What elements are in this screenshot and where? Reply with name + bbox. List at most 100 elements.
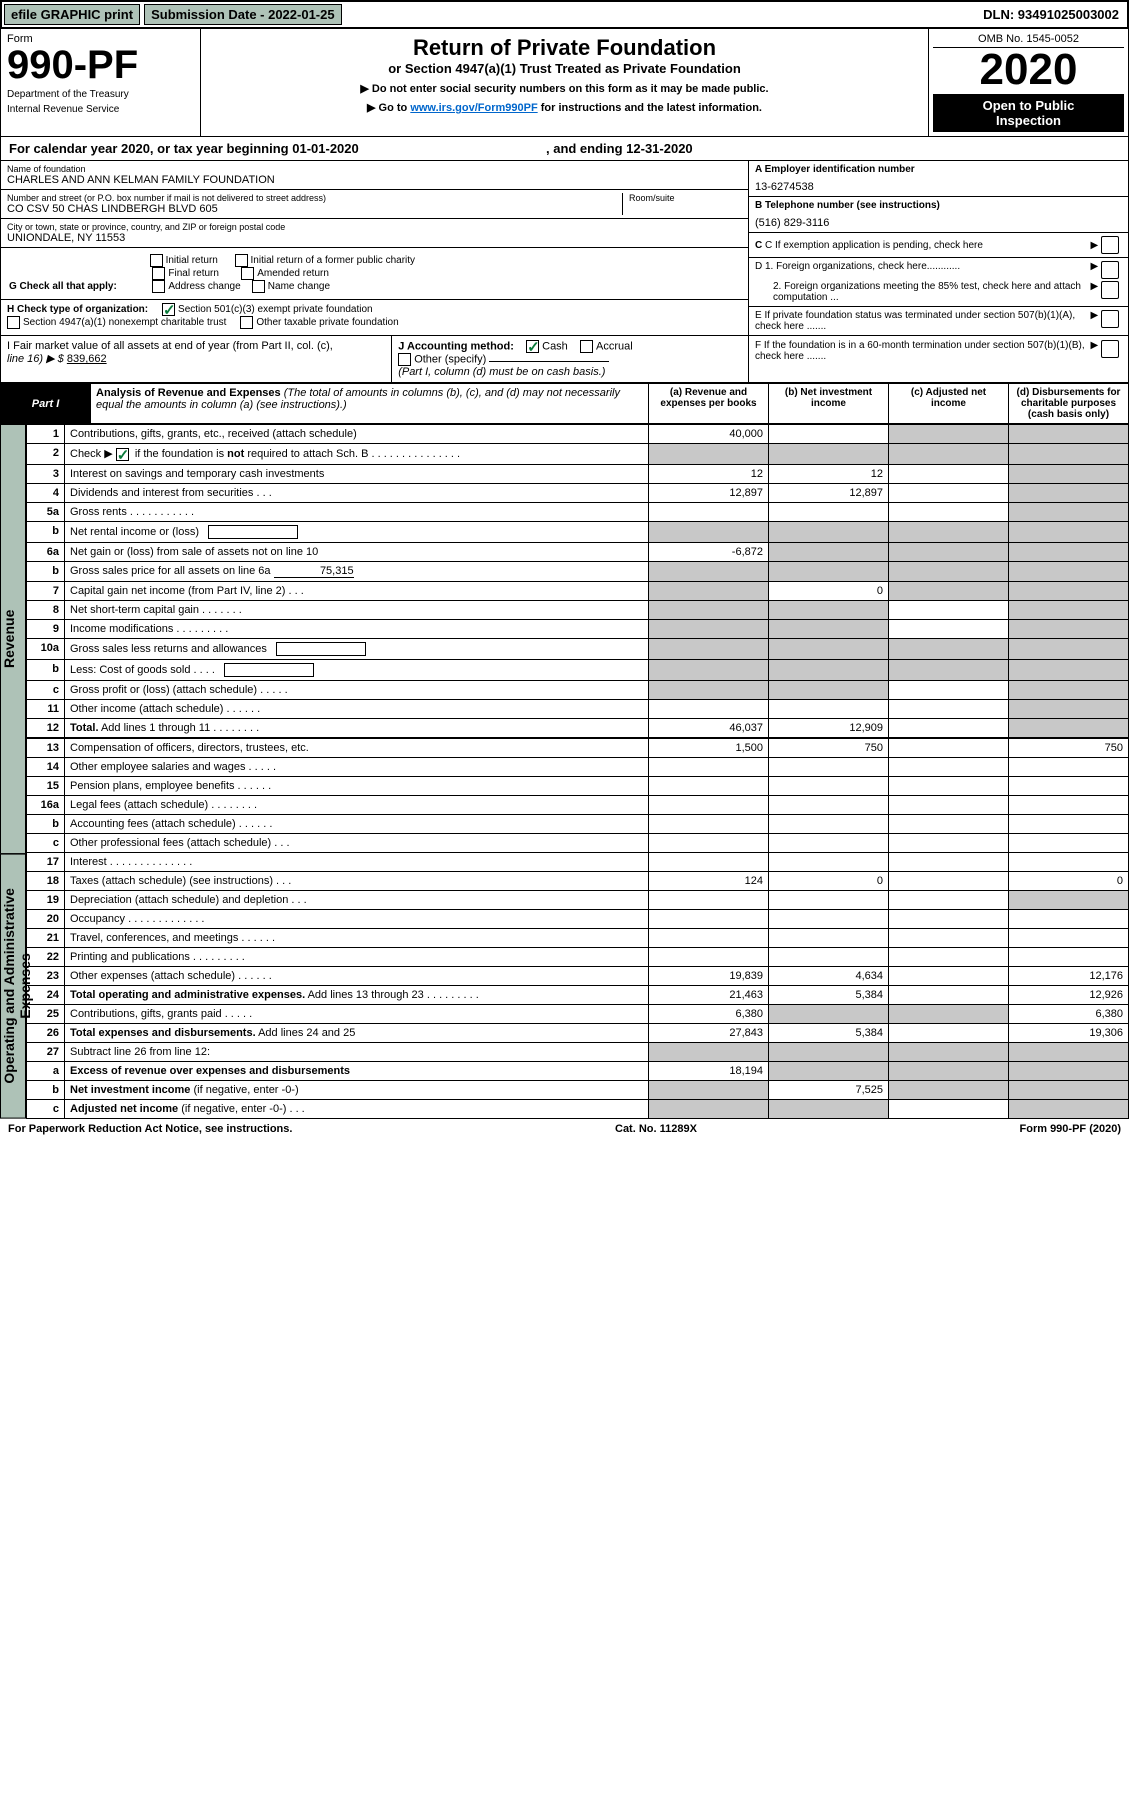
checkbox-exemption-pending[interactable]	[1101, 236, 1119, 254]
cell-value	[889, 680, 1009, 699]
cell-value: 19,306	[1009, 1023, 1129, 1042]
cell-grey	[769, 444, 889, 465]
dln-label: DLN: 93491025003002	[975, 5, 1127, 24]
cell-value	[769, 852, 889, 871]
checkbox-other-taxable[interactable]	[240, 316, 253, 329]
table-row: 8Net short-term capital gain . . . . . .…	[27, 600, 1129, 619]
section-j: J Accounting method: Cash Accrual Other …	[391, 336, 748, 382]
line-desc: Dividends and interest from securities .…	[65, 483, 649, 502]
cell-value	[889, 890, 1009, 909]
line-number: c	[27, 1099, 65, 1118]
table-row: 3Interest on savings and temporary cash …	[27, 464, 1129, 483]
identity-block: Name of foundation CHARLES AND ANN KELMA…	[0, 161, 1129, 336]
line-desc: Check ▶ if the foundation is not require…	[65, 444, 649, 465]
cell-value	[769, 795, 889, 814]
line-number: 20	[27, 909, 65, 928]
line-number: 21	[27, 928, 65, 947]
cell-value	[889, 814, 1009, 833]
header-center: Return of Private Foundation or Section …	[201, 29, 928, 136]
checkbox-initial-return[interactable]	[150, 254, 163, 267]
cell-grey	[649, 581, 769, 600]
table-row: 20Occupancy . . . . . . . . . . . . .	[27, 909, 1129, 928]
cell-grey	[1009, 502, 1129, 521]
cell-value: 6,380	[1009, 1004, 1129, 1023]
cell-value	[649, 909, 769, 928]
cell-value	[889, 985, 1009, 1004]
checkbox-address-change[interactable]	[152, 280, 165, 293]
city-cell: City or town, state or province, country…	[1, 219, 748, 248]
table-row: 13Compensation of officers, directors, t…	[27, 738, 1129, 757]
checkbox-60month[interactable]	[1101, 340, 1119, 358]
checkbox-name-change[interactable]	[252, 280, 265, 293]
checkbox-final-return[interactable]	[152, 267, 165, 280]
header-right: OMB No. 1545-0052 2020 Open to PublicIns…	[928, 29, 1128, 136]
expenses-side-label: Operating and Administrative Expenses	[0, 854, 26, 1119]
checkbox-foreign-org[interactable]	[1101, 261, 1119, 279]
efile-print-button[interactable]: efile GRAPHIC print	[4, 4, 140, 25]
cell-value: 124	[649, 871, 769, 890]
part1-header-table: Part I Analysis of Revenue and Expenses …	[0, 383, 1129, 424]
line-number: b	[27, 659, 65, 680]
line-desc: Taxes (attach schedule) (see instruction…	[65, 871, 649, 890]
checkbox-501c3[interactable]	[162, 303, 175, 316]
cell-value	[1009, 814, 1129, 833]
cell-value	[649, 833, 769, 852]
cell-grey	[1009, 718, 1129, 737]
line-desc: Accounting fees (attach schedule) . . . …	[65, 814, 649, 833]
checkbox-terminated[interactable]	[1101, 310, 1119, 328]
checkbox-accrual[interactable]	[580, 340, 593, 353]
table-row: cOther professional fees (attach schedul…	[27, 833, 1129, 852]
revenue-table: 1Contributions, gifts, grants, etc., rec…	[26, 424, 1129, 738]
cell-value	[889, 909, 1009, 928]
form990pf-link[interactable]: www.irs.gov/Form990PF	[410, 102, 537, 114]
table-row: 15Pension plans, employee benefits . . .…	[27, 776, 1129, 795]
table-row: 14Other employee salaries and wages . . …	[27, 757, 1129, 776]
cell-grey	[889, 1004, 1009, 1023]
line-number: 11	[27, 699, 65, 718]
cell-grey	[649, 619, 769, 638]
cell-grey	[769, 561, 889, 581]
cell-value	[889, 928, 1009, 947]
cell-value: 12,897	[649, 483, 769, 502]
checkbox-4947a1[interactable]	[7, 316, 20, 329]
section-c: C C If exemption application is pending,…	[749, 233, 1128, 258]
cell-grey	[889, 444, 1009, 465]
form-subtitle: or Section 4947(a)(1) Trust Treated as P…	[207, 61, 922, 76]
table-row: 23Other expenses (attach schedule) . . .…	[27, 966, 1129, 985]
phone-cell: B Telephone number (see instructions) (5…	[749, 197, 1128, 233]
line-desc: Compensation of officers, directors, tru…	[65, 738, 649, 757]
line-number: b	[27, 814, 65, 833]
table-row: 16aLegal fees (attach schedule) . . . . …	[27, 795, 1129, 814]
cell-value: -6,872	[649, 542, 769, 561]
cell-value: 750	[1009, 738, 1129, 757]
cell-value	[649, 814, 769, 833]
submission-date-badge: Submission Date - 2022-01-25	[144, 4, 342, 25]
checkbox-cash[interactable]	[526, 340, 539, 353]
tax-year: 2020	[933, 48, 1124, 92]
header-note2: ▶ Go to www.irs.gov/Form990PF for instru…	[207, 101, 922, 114]
table-row: 11Other income (attach schedule) . . . .…	[27, 699, 1129, 718]
checkbox-other-method[interactable]	[398, 353, 411, 366]
section-f: F If the foundation is in a 60-month ter…	[748, 336, 1128, 382]
checkbox-initial-public[interactable]	[235, 254, 248, 267]
line-number: 17	[27, 852, 65, 871]
table-row: 2Check ▶ if the foundation is not requir…	[27, 444, 1129, 465]
section-d: D 1. Foreign organizations, check here..…	[749, 258, 1128, 307]
cell-grey	[1009, 444, 1129, 465]
cell-value: 4,634	[769, 966, 889, 985]
cell-value: 0	[769, 871, 889, 890]
checkbox-amended[interactable]	[241, 267, 254, 280]
cell-grey	[889, 521, 1009, 542]
checkbox-85pct[interactable]	[1101, 281, 1119, 299]
line-desc: Legal fees (attach schedule) . . . . . .…	[65, 795, 649, 814]
cell-grey	[649, 444, 769, 465]
cell-grey	[889, 659, 1009, 680]
cell-value: 12,897	[769, 483, 889, 502]
cell-value	[769, 928, 889, 947]
schedule-b-checkbox[interactable]	[116, 448, 129, 461]
cell-grey	[769, 680, 889, 699]
line-desc: Adjusted net income (if negative, enter …	[65, 1099, 649, 1118]
cell-grey	[769, 1042, 889, 1061]
cell-value	[769, 425, 889, 444]
cell-grey	[649, 1099, 769, 1118]
